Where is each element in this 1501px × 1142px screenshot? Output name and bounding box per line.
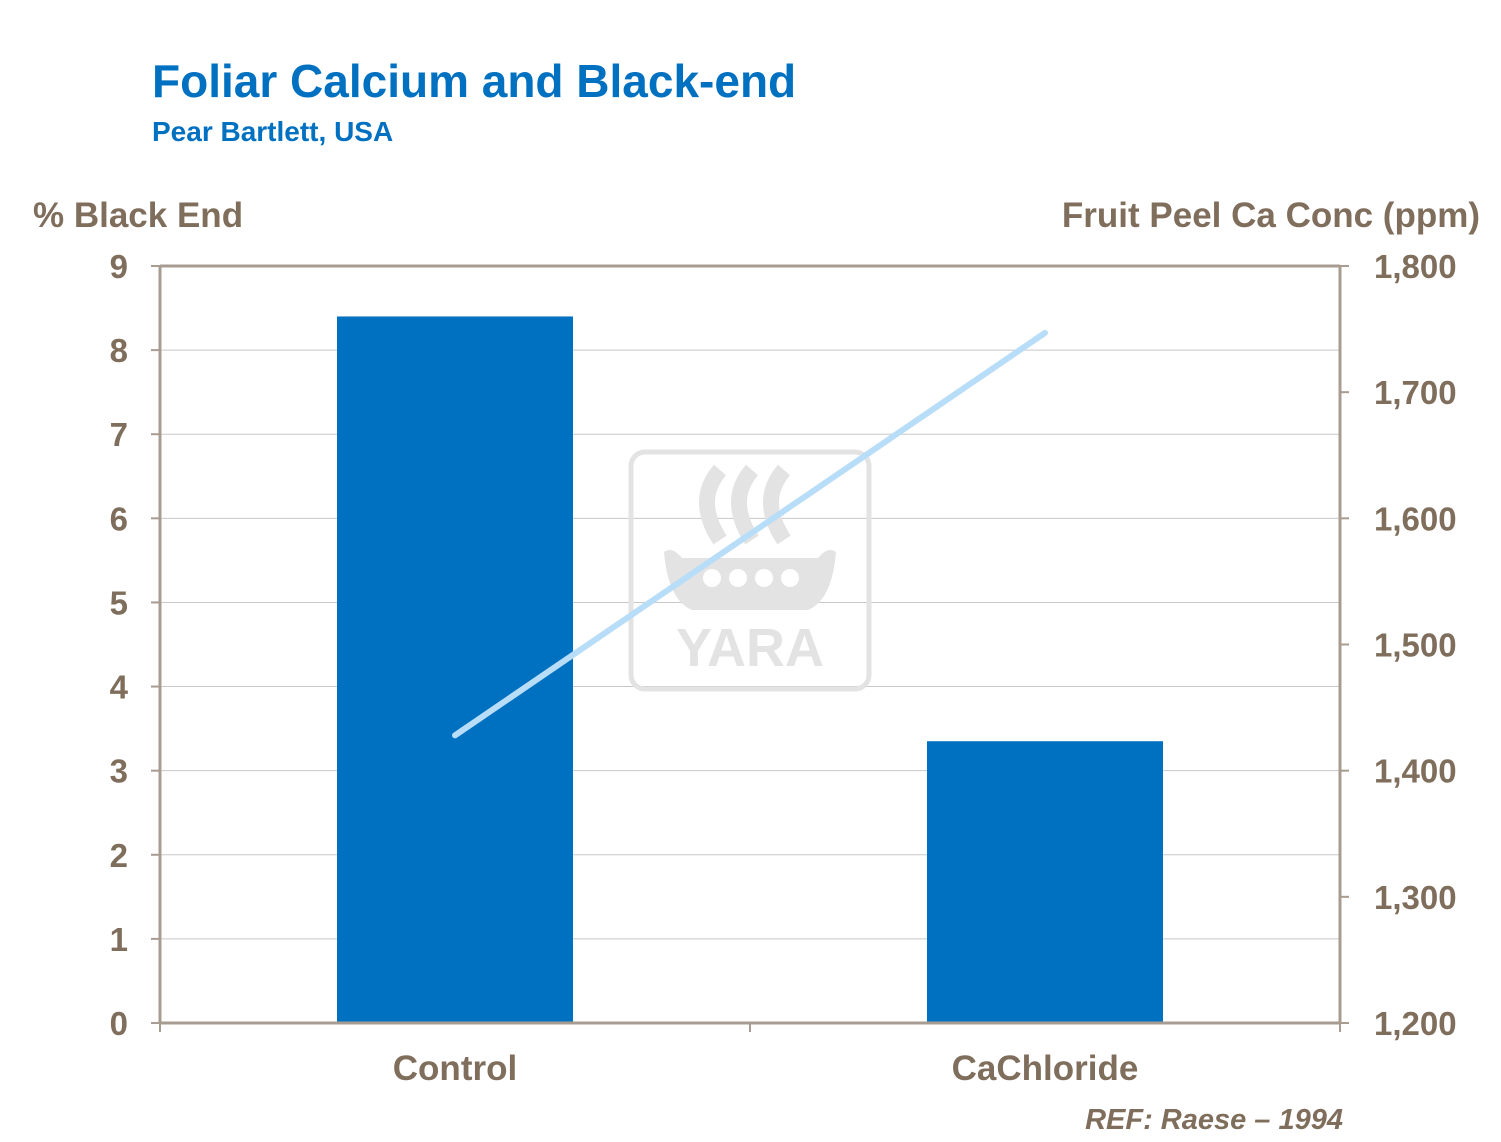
y-right-tick-label: 1,600: [1374, 500, 1457, 537]
y-left-tick-label: 2: [110, 837, 128, 874]
line-series: [452, 329, 1048, 739]
chart-subtitle: Pear Bartlett, USA: [152, 116, 394, 147]
y-right-tick-label: 1,400: [1374, 753, 1457, 790]
y-left-tick-label: 1: [110, 921, 128, 958]
y-left-tick-label: 8: [110, 332, 128, 369]
watermark-text: YARA: [676, 618, 824, 678]
wave-icon: [731, 464, 759, 545]
y-right-tick-label: 1,700: [1374, 374, 1457, 411]
tick-labels: 0 1 2 3 4 5 6 7 8 9 1,200 1,300 1,400 1,500 1,600 1,700…: [110, 248, 1457, 1088]
y-left-tick-label: 5: [110, 584, 128, 621]
y-left-tick-label: 3: [110, 753, 128, 790]
x-tick-label: Control: [393, 1049, 517, 1088]
y-left-tick-label: 9: [110, 248, 128, 285]
x-tick-label: CaChloride: [952, 1049, 1139, 1088]
y-right-tick-label: 1,800: [1374, 248, 1457, 285]
y-right-tick-label: 1,300: [1374, 879, 1457, 916]
y-right-tick-label: 1,500: [1374, 627, 1457, 664]
y-left-tick-label: 0: [110, 1005, 128, 1042]
axes: [151, 264, 1349, 1032]
wave-icon: [763, 464, 791, 545]
y-right-tick-label: 1,200: [1374, 1005, 1457, 1042]
bar: [927, 741, 1163, 1023]
y-left-tick-label: 4: [110, 669, 129, 706]
y-left-tick-label: 6: [110, 500, 128, 537]
bar-series: [337, 316, 1163, 1023]
chart-title: Foliar Calcium and Black-end: [152, 55, 797, 107]
reference-note: REF: Raese – 1994: [1085, 1104, 1343, 1136]
wave-icon: [699, 464, 727, 545]
viking-ship-icon: [664, 550, 836, 610]
series-line: [452, 329, 1048, 739]
yara-watermark: YARA: [628, 449, 872, 692]
bar: [337, 316, 573, 1023]
y-axis-left-label: % Black End: [33, 196, 244, 235]
y-axis-right-label: Fruit Peel Ca Conc (ppm): [1061, 196, 1480, 235]
y-left-tick-label: 7: [110, 416, 128, 453]
